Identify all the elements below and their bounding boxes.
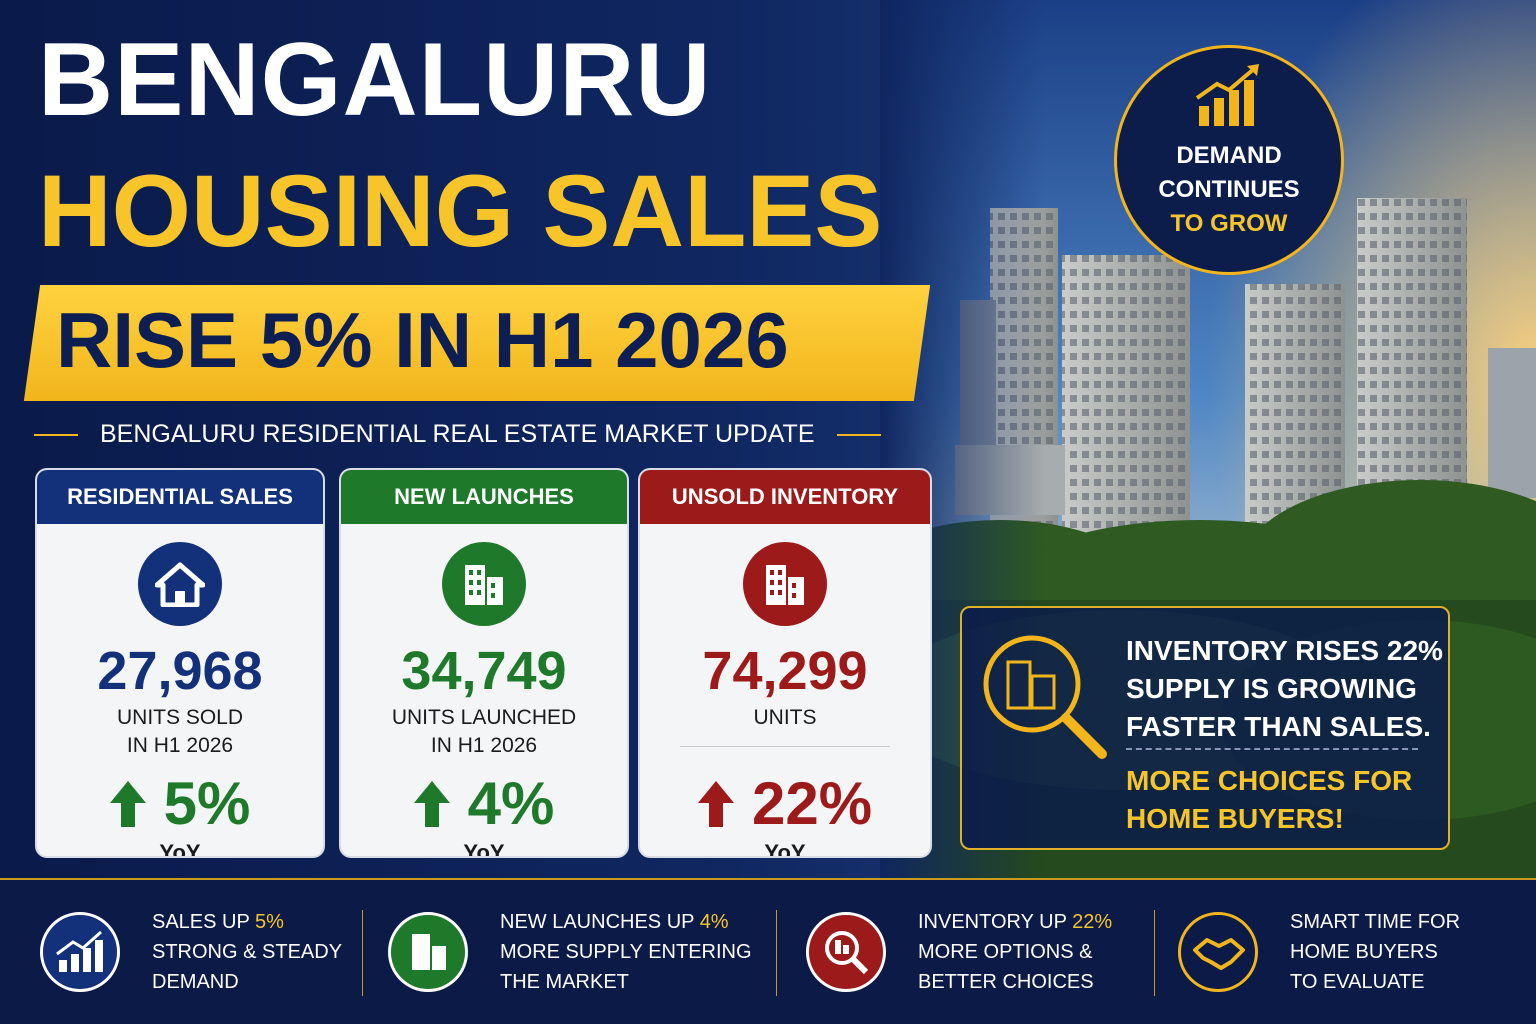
title-line: BENGALURU — [38, 22, 712, 138]
card-period: YoY — [764, 840, 806, 858]
footer-highlight: 4% — [699, 911, 729, 933]
footer-item: NEW LAUNCHES UP 4% MORE SUPPLY ENTERING T… — [388, 902, 752, 1002]
search-icon — [983, 635, 1107, 759]
footer-line: BETTER CHOICES — [918, 971, 1094, 993]
footer-lead: INVENTORY UP — [918, 911, 1067, 933]
title-line: HOUSING SALES — [38, 154, 883, 268]
callout: INVENTORY RISES 22% SUPPLY IS GROWING FA… — [960, 606, 1450, 850]
badge: DEMAND CONTINUES TO GROW — [1114, 45, 1344, 275]
card-title: UNSOLD INVENTORY — [640, 470, 930, 524]
stat-card: UNSOLD INVENTORY 74,299 UNITS 22% YoY — [638, 468, 932, 858]
callout-line: FASTER THAN SALES. — [1126, 711, 1431, 742]
footer-item: SALES UP 5% STRONG & STEADY DEMAND — [40, 902, 342, 1002]
badge-text: DEMAND — [1176, 142, 1282, 169]
card-icon — [138, 542, 222, 626]
card-title: RESIDENTIAL SALES — [37, 470, 323, 524]
footer-lead: SMART TIME FOR — [1290, 911, 1461, 933]
footer-line: HOME BUYERS — [1290, 941, 1438, 963]
card-icon — [743, 542, 827, 626]
card-unit: UNITS — [753, 706, 817, 729]
callout-highlight: HOME BUYERS! — [1126, 803, 1344, 834]
card-title: NEW LAUNCHES — [341, 470, 627, 524]
card-value: 34,749 — [401, 641, 567, 701]
footer-item: SMART TIME FOR HOME BUYERS TO EVALUATE — [1178, 902, 1460, 1002]
footer-line: TO EVALUATE — [1290, 971, 1425, 993]
callout-highlight: MORE CHOICES FOR — [1126, 765, 1413, 796]
callout-line: SUPPLY IS GROWING — [1126, 673, 1417, 704]
footer-highlight: 5% — [255, 911, 284, 933]
footer-strip: SALES UP 5% STRONG & STEADY DEMAND NEW LA… — [0, 878, 1536, 1024]
footer-line: MORE SUPPLY ENTERING — [500, 941, 752, 963]
subtitle: BENGALURU RESIDENTIAL REAL ESTATE MARKET… — [100, 420, 815, 448]
up-arrow — [413, 781, 450, 827]
stat-card: NEW LAUNCHES 34,749 UNITS LAUNCHED IN H1… — [339, 468, 629, 858]
card-change: 22% — [751, 770, 873, 837]
footer-lead: SALES UP — [152, 911, 250, 933]
footer-line: MORE OPTIONS & — [918, 941, 1093, 963]
footer-line: THE MARKET — [500, 971, 629, 993]
card-value: 74,299 — [702, 641, 868, 701]
card-unit: IN H1 2026 — [126, 734, 234, 757]
footer-line: STRONG & STEADY — [152, 941, 343, 963]
footer-lead: NEW LAUNCHES UP — [500, 911, 695, 933]
callout-line: INVENTORY RISES 22% — [1126, 635, 1443, 666]
subtitle-row: BENGALURU RESIDENTIAL REAL ESTATE MARKET… — [34, 420, 881, 449]
growth-icon — [1195, 64, 1259, 126]
footer-item: INVENTORY UP 22% MORE OPTIONS & BETTER CH… — [806, 902, 1112, 1002]
footer-highlight: 22% — [1072, 911, 1113, 933]
up-arrow — [697, 781, 734, 827]
card-unit: IN H1 2026 — [430, 734, 538, 757]
footer-line: DEMAND — [152, 971, 239, 993]
card-period: YoY — [159, 840, 201, 858]
card-period: YoY — [463, 840, 505, 858]
badge-highlight: TO GROW — [1170, 210, 1288, 237]
card-unit: UNITS LAUNCHED — [391, 706, 577, 729]
card-change: 4% — [467, 770, 555, 837]
card-icon — [442, 542, 526, 626]
card-change: 5% — [163, 770, 251, 837]
headline: RISE 5% IN H1 2026 — [56, 296, 789, 384]
headline-banner: RISE 5% IN H1 2026 — [23, 285, 931, 401]
up-arrow — [109, 781, 146, 827]
card-value: 27,968 — [97, 641, 263, 701]
card-unit: UNITS SOLD — [116, 706, 244, 729]
stat-card: RESIDENTIAL SALES 27,968 UNITS SOLD IN H… — [35, 468, 325, 858]
badge-text: CONTINUES — [1158, 176, 1300, 203]
